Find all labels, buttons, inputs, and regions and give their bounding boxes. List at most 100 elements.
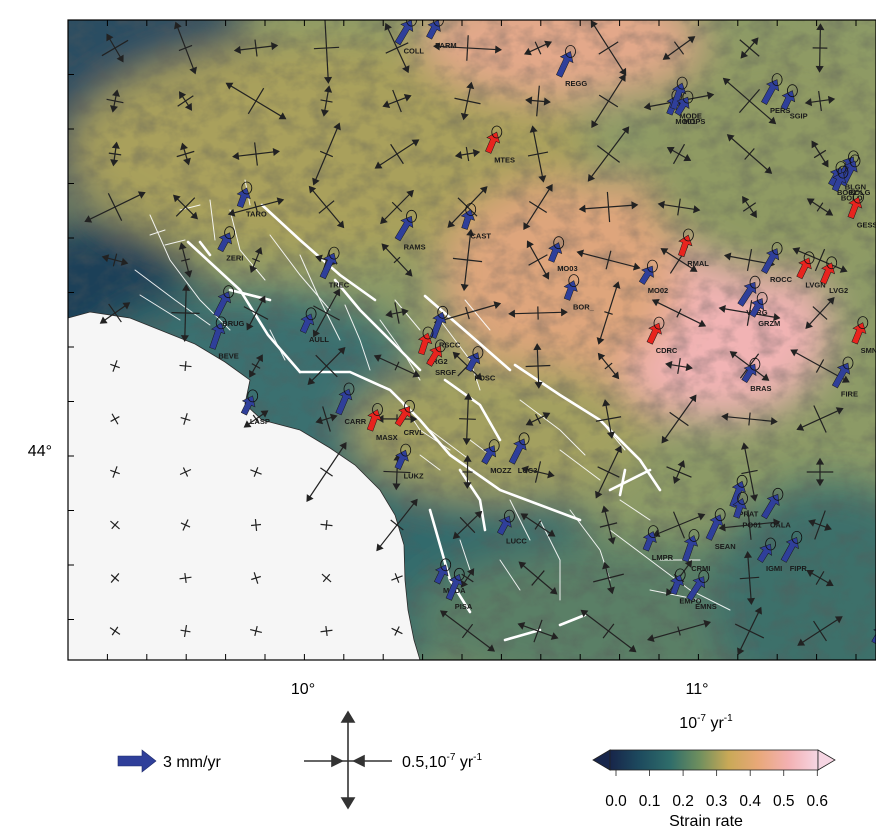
station-label: AULL — [309, 335, 329, 344]
error-ellipse — [343, 382, 355, 396]
colorbar-tick-label: 0.5 — [773, 793, 795, 810]
station-label: SRGF — [435, 368, 456, 377]
error-ellipse — [674, 568, 686, 582]
error-ellipse — [682, 90, 694, 104]
error-ellipse — [305, 307, 317, 321]
colorbar: 10-7 yr-1 0.0 0.1 0.2 0.3 0.4 0.5 0.6 Strain r… — [592, 713, 836, 830]
station-label: MOPS — [683, 117, 705, 126]
station-beve: BEVE — [209, 316, 239, 361]
velocity-scale-arrow-icon — [117, 749, 157, 773]
station-label: MO01 — [675, 117, 695, 126]
station-regg: REGG — [556, 45, 587, 88]
station-lucc: LUCC — [497, 509, 527, 546]
error-ellipse — [440, 558, 452, 572]
colorbar-right-triangle — [817, 749, 836, 771]
error-ellipse — [698, 570, 710, 583]
station-label: PO01 — [742, 520, 761, 529]
error-ellipse — [488, 439, 500, 453]
error-ellipse — [683, 228, 694, 242]
station-bor_: BOR_ — [563, 274, 595, 311]
station-lukz: LUKZ — [394, 443, 424, 480]
error-ellipse — [688, 529, 700, 542]
error-ellipse — [849, 154, 861, 168]
station-label: LVG2 — [829, 286, 848, 295]
error-ellipse — [771, 242, 783, 255]
station-crvl: CRVL — [394, 399, 425, 437]
error-ellipse — [372, 403, 383, 416]
station-label: IGMI — [766, 564, 782, 573]
station-label: MASX — [376, 433, 398, 442]
station-rams: RAMS — [394, 209, 426, 251]
station-mo03: MO03 — [548, 236, 578, 273]
station-label: BOLG — [849, 188, 871, 197]
station-label: BOR_ — [573, 302, 595, 311]
colorbar-tick-label: 0.6 — [807, 793, 829, 810]
station-label: LUC3 — [518, 466, 538, 475]
frame-ticks — [67, 19, 857, 660]
station-emns: EMNS — [686, 570, 717, 611]
station-label: ZERI — [226, 253, 243, 262]
station-label: MO03 — [557, 264, 577, 273]
station-label: FIPR — [790, 564, 808, 573]
error-ellipse — [736, 474, 748, 488]
station-label: LASP — [250, 417, 270, 426]
error-ellipse — [437, 305, 449, 319]
error-ellipse — [749, 275, 761, 289]
error-ellipse — [465, 203, 477, 216]
station-label: BOBX — [96, 8, 118, 17]
station-label: PARM — [435, 41, 457, 50]
colorbar-unit: 10-7 yr-1 — [679, 713, 733, 732]
station-label: BEVE — [218, 352, 238, 361]
error-ellipse — [826, 256, 838, 270]
colorbar-ticks: 0.0 0.1 0.2 0.3 0.4 0.5 0.6 — [605, 770, 828, 810]
error-ellipse — [565, 45, 576, 58]
station-label: PISA — [455, 602, 473, 611]
station-label: PERS — [770, 106, 790, 115]
station-mode: MODE — [670, 76, 702, 121]
station-rmal: RMAL — [678, 228, 709, 268]
station-gess: GESS — [847, 190, 876, 230]
station-label: TREC — [329, 281, 350, 290]
sea — [68, 311, 421, 660]
station-label: RAMS — [404, 242, 426, 251]
lat-label-44: 44° — [28, 443, 52, 460]
station-label: SMNT — [861, 346, 876, 355]
station-aull: AULL — [299, 307, 329, 344]
station-bobx: BOBX — [84, 0, 118, 17]
station-label: CRVL — [404, 428, 425, 437]
error-ellipse — [568, 274, 580, 288]
station-mops: MOPS — [674, 90, 705, 126]
station-label: EMPO — [679, 597, 701, 606]
station-label: CRMI — [691, 564, 710, 573]
colorbar-tick-label: 0.2 — [672, 793, 694, 810]
error-ellipse — [453, 567, 465, 581]
station-rscc: RSCC — [429, 305, 461, 350]
station-smnt: SMNT — [851, 316, 876, 355]
error-ellipse — [791, 531, 803, 544]
station-lmpr: LMPR — [642, 525, 674, 562]
station-sean: SEAN — [705, 508, 736, 551]
station-mozz: MOZZ — [481, 439, 512, 475]
station-label: BO01 — [837, 188, 857, 197]
station-label: GESS — [857, 221, 876, 230]
lon-label-10: 10° — [291, 681, 315, 698]
map-frame — [67, 19, 876, 661]
velocity-arrow-bobx — [84, 0, 104, 7]
station-bras: BRAS — [741, 357, 772, 393]
error-ellipse — [842, 356, 854, 370]
velocity-arrow-figl — [871, 625, 876, 645]
station-label: PRAT — [739, 510, 759, 519]
error-ellipse — [647, 525, 659, 538]
station-crmi: CRMI — [682, 529, 710, 573]
error-ellipse — [400, 443, 412, 457]
station-zeri: ZERI — [217, 226, 243, 262]
error-ellipse — [503, 509, 515, 523]
station-label: TARO — [246, 210, 267, 219]
station-fosc: FOSC — [465, 346, 496, 382]
station-label: MO02 — [648, 286, 668, 295]
station-label: CAST — [471, 232, 492, 241]
station-label: BLGN — [845, 183, 866, 192]
station-label: REGG — [565, 79, 587, 88]
station-label: SGIP — [790, 112, 808, 121]
